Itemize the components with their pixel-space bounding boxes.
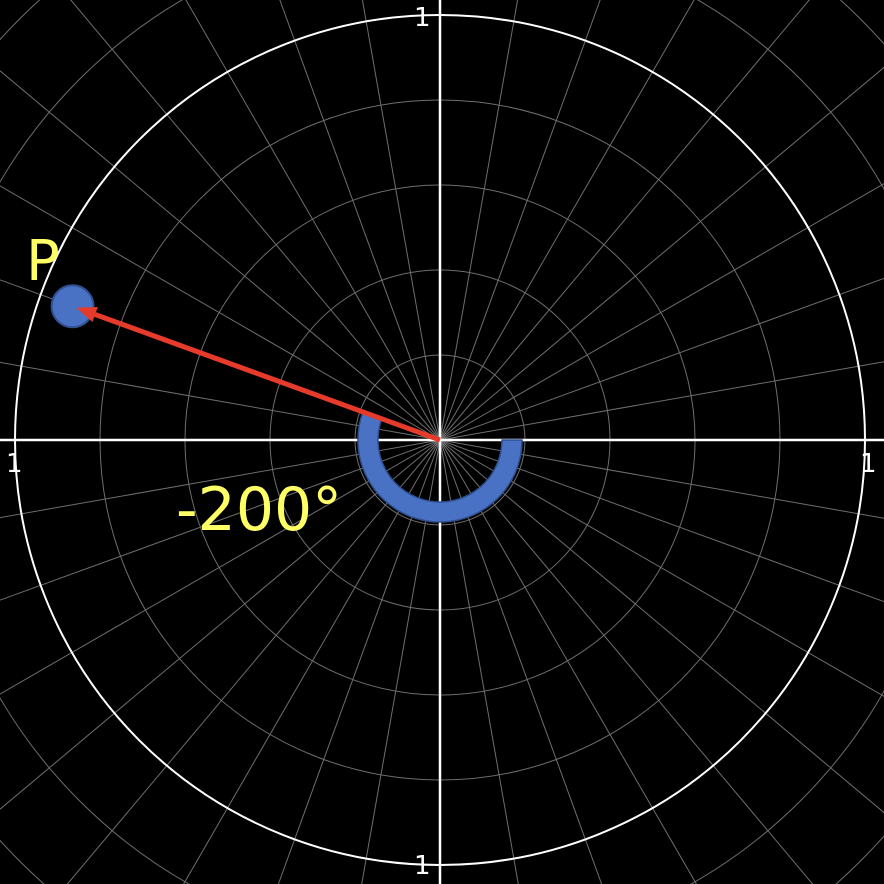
grid-spoke <box>439 66 884 441</box>
angle-label: -200° <box>176 475 342 545</box>
grid-spoke <box>361 439 441 884</box>
grid-spoke <box>439 183 884 441</box>
grid-spoke <box>439 277 884 441</box>
grid-spoke <box>0 439 441 601</box>
angle-arc <box>357 410 523 523</box>
grid-spoke <box>439 439 884 697</box>
tick-label-top: 1 <box>414 3 431 33</box>
grid-spoke <box>70 0 441 441</box>
grid-spoke <box>439 439 697 884</box>
tick-label-right: 1 <box>860 449 877 479</box>
tick-label-left: 1 <box>6 449 23 479</box>
grid-spoke <box>439 439 814 884</box>
grid-spoke <box>183 439 441 884</box>
grid-spoke <box>66 439 441 884</box>
grid-spoke <box>185 0 441 441</box>
grid-spoke <box>439 0 695 441</box>
grid-spoke <box>439 439 603 884</box>
vector-op <box>94 312 441 443</box>
grid-spoke <box>439 439 884 814</box>
grid-spoke <box>0 439 441 810</box>
grid-spoke <box>439 361 884 441</box>
point-label: P <box>26 229 60 294</box>
grid-spoke <box>0 439 441 695</box>
tick-label-bottom: 1 <box>414 851 431 881</box>
grid-spoke <box>277 439 441 884</box>
grid-spoke <box>0 361 441 441</box>
grid-spoke <box>439 439 519 884</box>
grid-spoke <box>439 439 884 603</box>
grid-spoke <box>0 439 441 519</box>
grid-spoke <box>279 0 441 441</box>
point-p <box>50 284 95 329</box>
grid-spoke <box>439 0 601 441</box>
grid-spoke <box>439 0 519 441</box>
grid-spoke <box>0 185 441 441</box>
grid-spoke <box>0 70 441 441</box>
vector-arrowhead <box>76 306 98 322</box>
grid-spoke <box>439 439 884 519</box>
grid-spoke <box>439 0 810 441</box>
grid-spoke <box>361 0 441 441</box>
